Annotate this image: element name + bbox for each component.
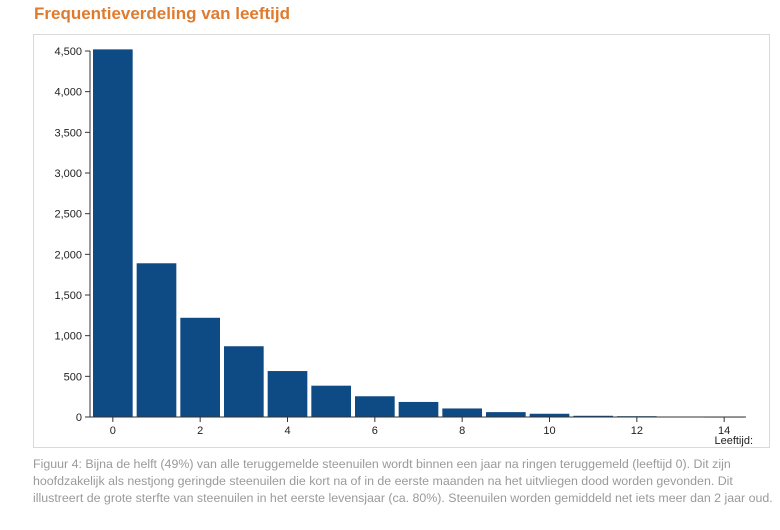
y-tick-label: 2,000 bbox=[54, 249, 82, 261]
bar bbox=[529, 413, 570, 417]
bar bbox=[311, 385, 351, 417]
bar bbox=[355, 396, 395, 417]
y-tick-label: 4,500 bbox=[54, 46, 82, 58]
y-tick-label: 0 bbox=[76, 412, 82, 424]
bar bbox=[136, 263, 177, 417]
y-tick-label: 1,000 bbox=[54, 331, 82, 343]
chart-container: 0 500 1,000 1,500 2,000 2,500 3,000 3,500 4,000 4… bbox=[33, 34, 770, 448]
x-axis-title: Leeftijd: bbox=[714, 435, 753, 447]
x-tick-label: 0 bbox=[110, 425, 116, 437]
y-tick-label: 1,500 bbox=[54, 290, 82, 302]
bar bbox=[267, 371, 308, 417]
bar bbox=[224, 346, 264, 417]
x-tick-label: 6 bbox=[372, 425, 378, 437]
bar bbox=[486, 412, 526, 417]
y-tick-label: 4,000 bbox=[54, 87, 82, 99]
y-tick-label: 3,000 bbox=[54, 168, 82, 180]
x-tick-label: 4 bbox=[284, 425, 290, 437]
x-tick-label: 8 bbox=[459, 425, 465, 437]
bar-chart: 0 500 1,000 1,500 2,000 2,500 3,000 3,500 4,000 4… bbox=[54, 46, 753, 447]
bar bbox=[180, 317, 220, 417]
y-tick-label: 3,500 bbox=[54, 127, 82, 139]
x-tick-label: 2 bbox=[197, 425, 203, 437]
bar bbox=[93, 49, 133, 418]
y-tick-label: 500 bbox=[64, 371, 82, 383]
x-tick-label: 14 bbox=[718, 425, 730, 437]
chart-title: Frequentieverdeling van leeftijd bbox=[34, 4, 291, 23]
bar bbox=[442, 408, 482, 417]
x-tick-label: 12 bbox=[631, 425, 643, 437]
x-tick-label: 10 bbox=[543, 425, 555, 437]
bar bbox=[398, 401, 439, 417]
bar bbox=[573, 415, 613, 417]
y-tick-label: 2,500 bbox=[54, 209, 82, 221]
figure-caption: Figuur 4: Bijna de helft (49%) van alle … bbox=[33, 457, 773, 505]
